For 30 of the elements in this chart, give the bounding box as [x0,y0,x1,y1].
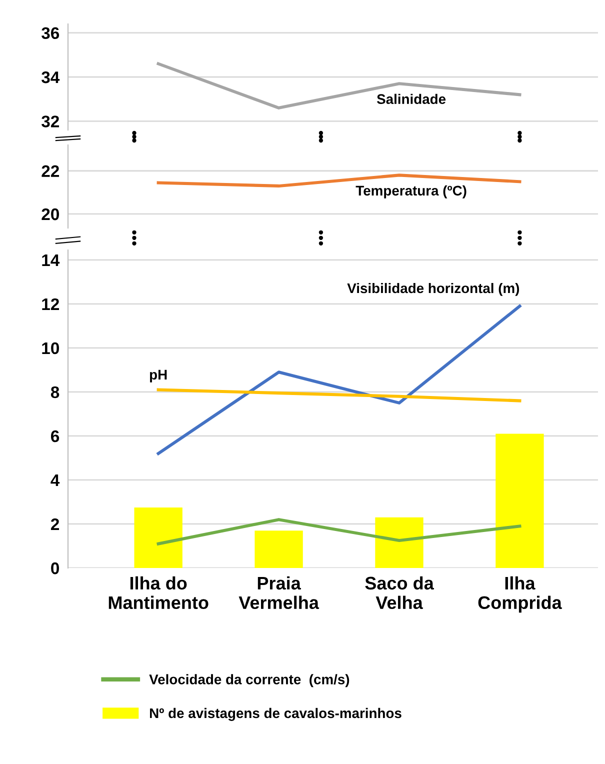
series-label: Salinidade [376,94,446,104]
y-tick-label: 12 [42,298,59,310]
x-tick-label: Praia Vermelha [238,576,320,610]
bar [254,530,303,568]
y-tick-label: 32 [42,116,59,128]
x-tick-label: Saco da Velha [365,576,434,610]
y-tick-label: 2 [50,518,59,530]
line-series [156,388,522,402]
y-tick-label: 4 [50,474,60,486]
series-label: Visibilidade horizontal (m) [347,282,520,296]
line-series [156,62,522,110]
series-label: Temperatura (ºC) [356,185,466,198]
series-label: pH [150,370,167,382]
y-tick-label: 20 [42,208,59,220]
legend-label: Velocidade da corrente (cm/s) [149,674,350,688]
legend-label: Nº de avistagens de cavalos-marinhos [150,708,402,721]
x-tick-label: Ilha Comprida [478,576,562,613]
y-tick-label: 34 [42,71,60,84]
bar [496,434,544,568]
bar [134,507,182,568]
y-tick-label: 10 [42,342,59,354]
line-series [156,518,522,546]
y-tick-label: 22 [42,165,59,177]
bar [375,517,424,568]
y-tick-label: 0 [51,562,59,574]
y-tick-label: 36 [42,27,60,40]
y-tick-label: 6 [51,430,60,442]
x-tick-label: Ilha do Mantimento [108,576,208,610]
y-tick-label: 14 [42,254,60,266]
y-tick-label: 8 [50,386,60,398]
